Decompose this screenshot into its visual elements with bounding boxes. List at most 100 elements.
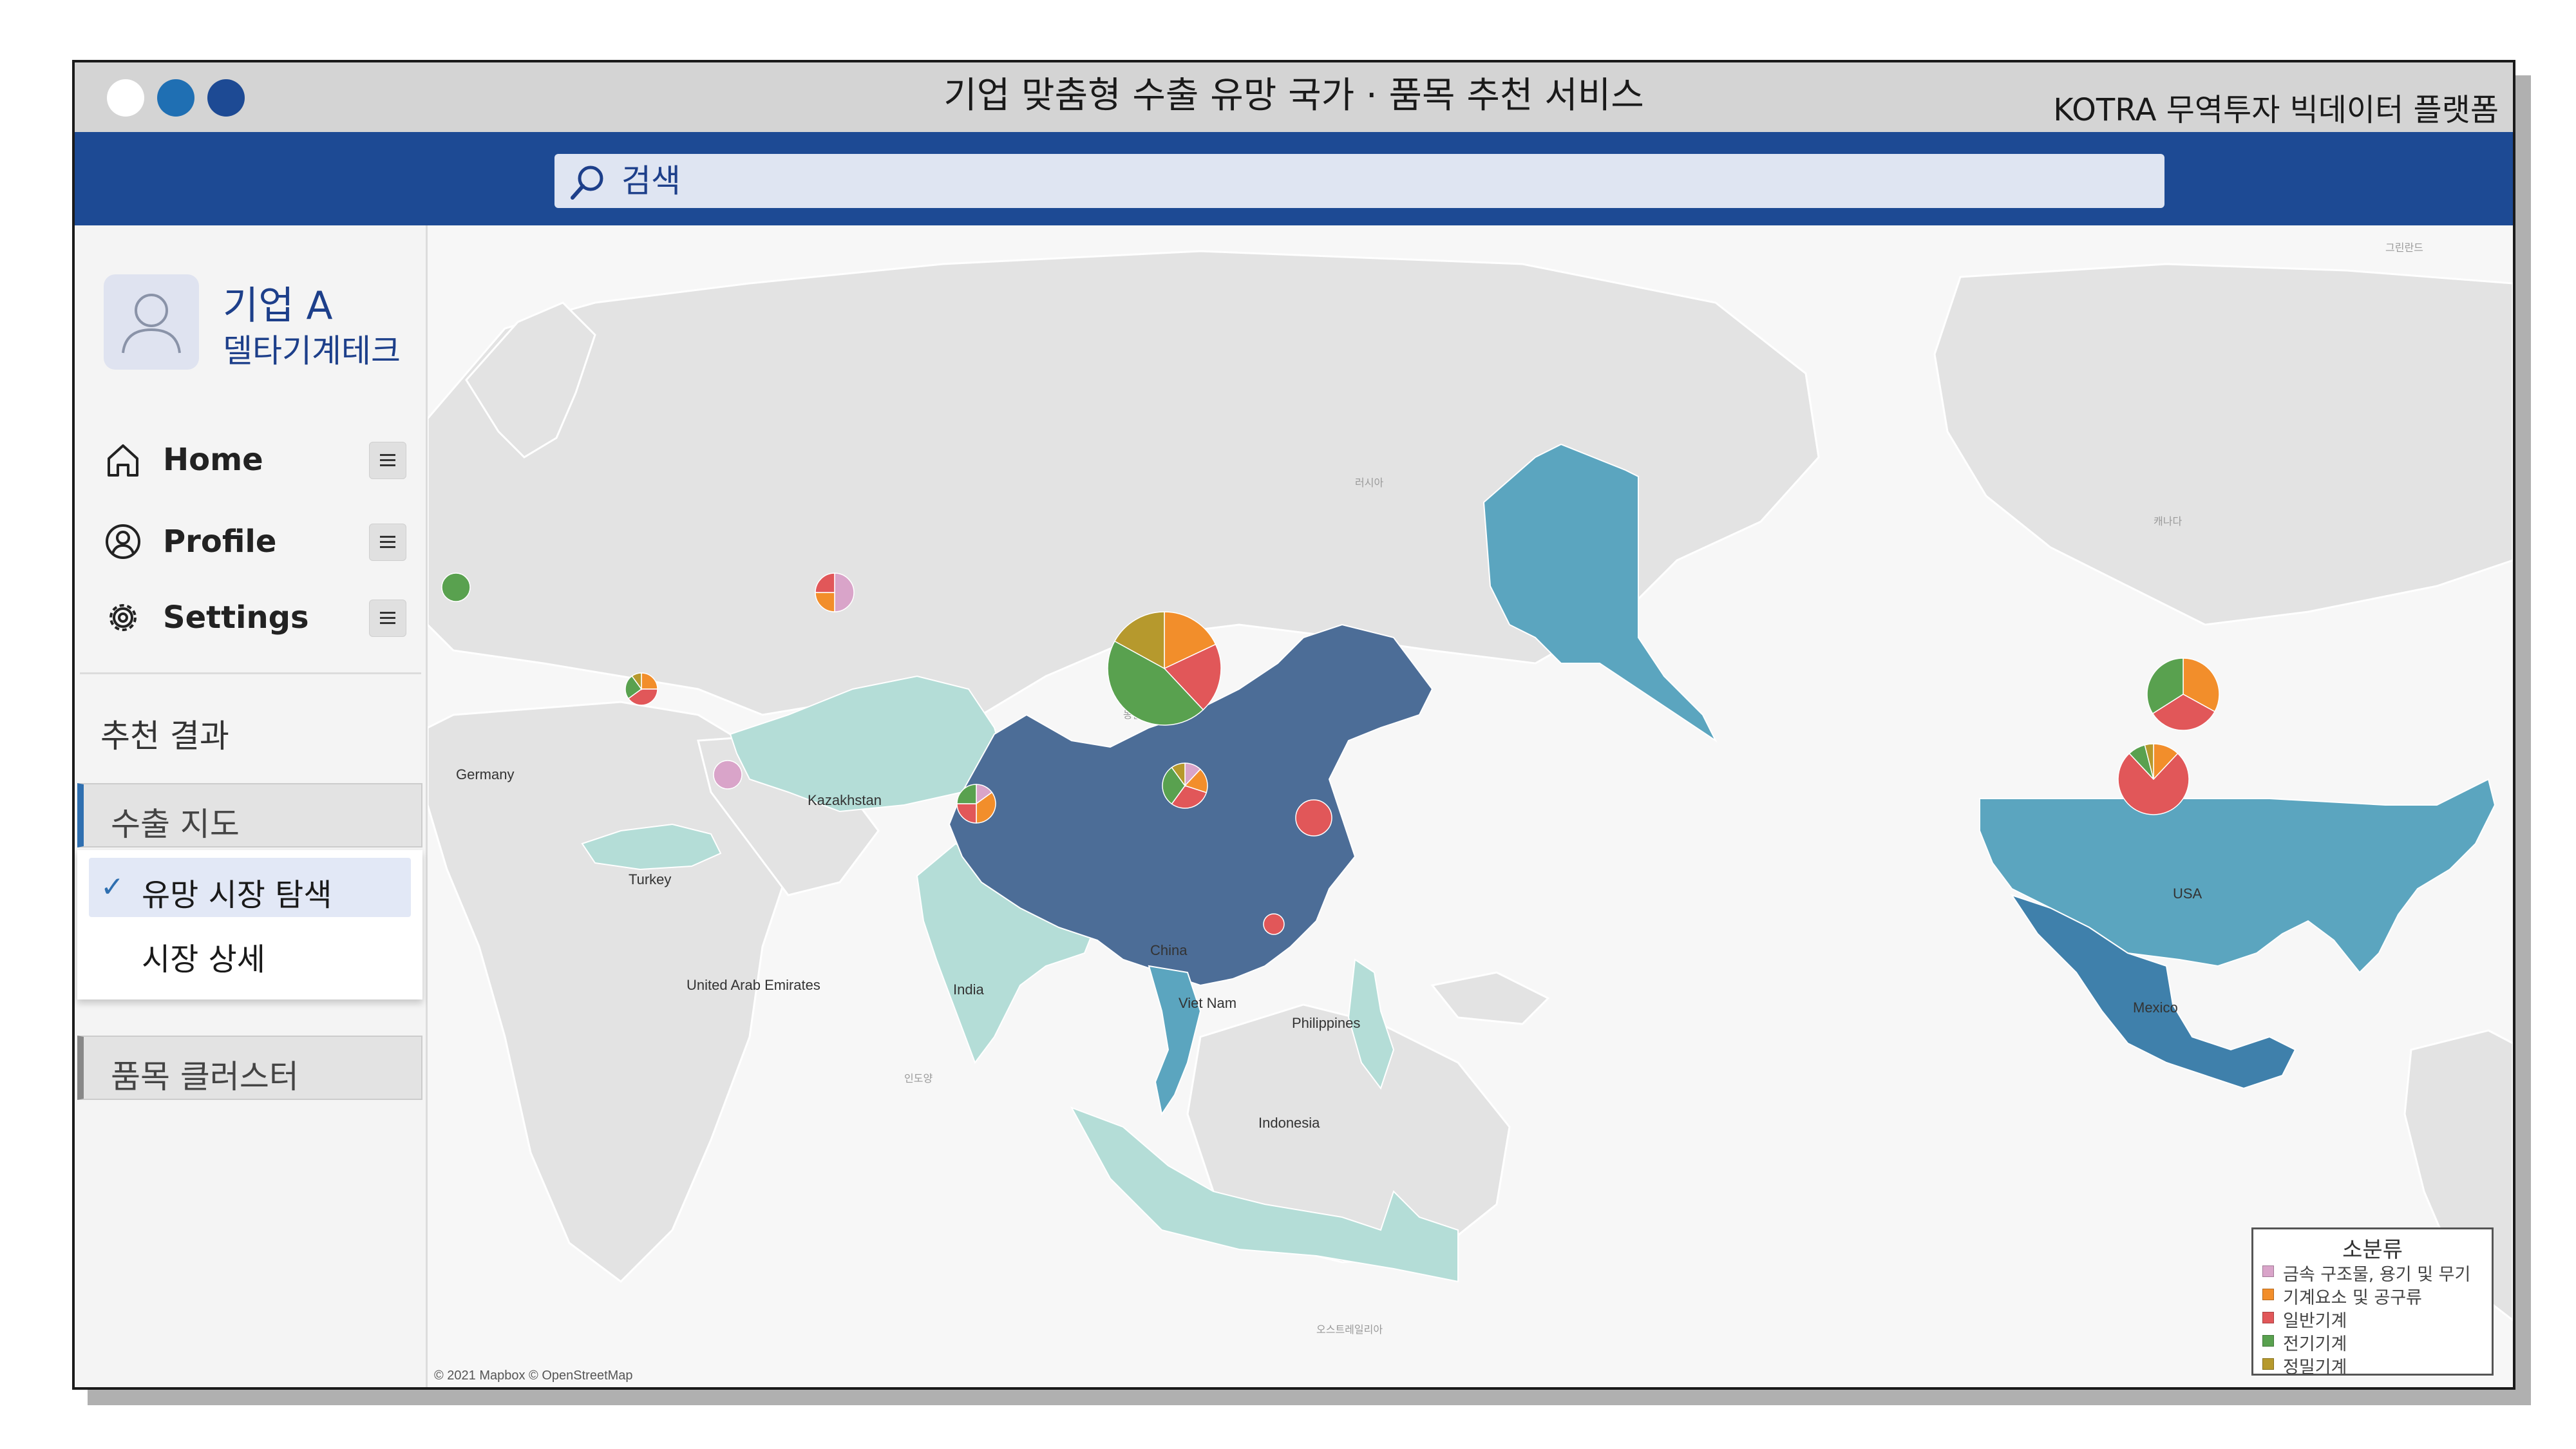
user-circle-icon — [106, 524, 140, 559]
pie-slice-turkey[interactable] — [631, 672, 642, 691]
legend-swatch — [2262, 1265, 2274, 1277]
country-label-usa: USA — [2173, 886, 2202, 902]
sidebar-divider — [80, 672, 421, 674]
geo-label-greenland: 그린란드 — [2385, 242, 2423, 254]
pie-slice-usa[interactable] — [2152, 694, 2216, 731]
app-window: 기업 맞춤형 수출 유망 국가 · 품목 추천 서비스 KOTRA 무역투자 빅… — [72, 60, 2515, 1390]
legend: 소분류 금속 구조물, 용기 및 무기 기계요소 및 공구류 일반기계 전기기계… — [2251, 1227, 2494, 1378]
pie-slice-turkey[interactable] — [625, 675, 643, 699]
country-label-china: China — [1150, 942, 1188, 958]
pie-slice-indonesia[interactable] — [1263, 913, 1285, 935]
submenu-item-label: 시장 상세 — [142, 942, 265, 978]
window-minimize-control[interactable] — [157, 79, 194, 117]
nav-item-home[interactable]: Home — [104, 433, 406, 484]
pie-slice-china[interactable] — [1163, 643, 1222, 711]
menu-icon[interactable] — [369, 524, 406, 561]
tab-export-map[interactable]: 수출 지도 — [77, 783, 422, 848]
country-label-philippines: Philippines — [1292, 1015, 1360, 1031]
user-icon — [122, 294, 181, 354]
search-input[interactable] — [621, 154, 2141, 208]
submenu-item-market-explore[interactable]: ✓ 유망 시장 탐색 — [89, 858, 411, 917]
pie-slice-usa[interactable] — [2183, 658, 2220, 712]
country-viet-nam[interactable] — [1148, 965, 1202, 1116]
window-maximize-control[interactable] — [207, 79, 245, 117]
search-icon — [571, 166, 603, 200]
menu-icon[interactable] — [369, 442, 406, 479]
country-label-viet-nam: Viet Nam — [1179, 995, 1236, 1011]
pie-slice-turkey[interactable] — [641, 672, 658, 690]
country-label-germany: Germany — [456, 766, 514, 782]
pie-slice-viet-nam[interactable] — [1184, 768, 1208, 793]
results-heading: 추천 결과 — [100, 717, 229, 755]
legend-swatch — [2262, 1335, 2274, 1347]
pie-slice-china[interactable] — [1107, 640, 1204, 726]
legend-swatch — [2262, 1312, 2274, 1323]
geo-label-canada: 캐나다 — [2154, 515, 2182, 527]
country-label-india: India — [953, 981, 984, 998]
tab-label: 수출 지도 — [111, 806, 240, 843]
land-scandinavia — [465, 301, 596, 459]
country-label-mexico: Mexico — [2133, 999, 2178, 1016]
pie-slice-china[interactable] — [1113, 611, 1165, 670]
pie-slice-viet-nam[interactable] — [1171, 762, 1186, 788]
pie-markers — [441, 573, 2220, 935]
country-label-united-arab-emirates: United Arab Emirates — [687, 977, 820, 993]
pie-slice-turkey[interactable] — [627, 688, 658, 706]
pie-slice-mexico[interactable] — [2117, 752, 2190, 815]
pie-slice-kazakhstan[interactable] — [815, 592, 835, 612]
nav-item-settings[interactable]: Settings — [104, 591, 406, 642]
export-map-submenu: ✓ 유망 시장 탐색 시장 상세 — [77, 850, 422, 999]
window-close-control[interactable] — [107, 79, 144, 117]
country-label-indonesia: Indonesia — [1258, 1115, 1320, 1131]
pie-slice-usa[interactable] — [2146, 658, 2184, 715]
country-label-kazakhstan: Kazakhstan — [808, 792, 882, 808]
export-map[interactable]: 그린란드 러시아 캐나다 몽골 인도양 오스트레일리아 Germany Kaza… — [428, 225, 2513, 1387]
land-canada-greenland — [1933, 263, 2513, 626]
pie-slice-germany[interactable] — [441, 573, 471, 602]
land-new-guinea — [1430, 971, 1550, 1025]
company-name: 기업 A — [223, 283, 333, 328]
pie-slice-philippines[interactable] — [1295, 799, 1332, 837]
world-map[interactable]: 그린란드 러시아 캐나다 몽골 인도양 오스트레일리아 Germany Kaza… — [428, 225, 2513, 1387]
country-turkey[interactable] — [581, 823, 722, 871]
legend-label: 기계요소 및 공구류 — [2283, 1288, 2422, 1308]
pie-slice-india[interactable] — [956, 784, 977, 804]
title-bar: 기업 맞춤형 수출 유망 국가 · 품목 추천 서비스 KOTRA 무역투자 빅… — [75, 62, 2513, 132]
home-icon — [108, 444, 138, 477]
legend-label: 금속 구조물, 용기 및 무기 — [2283, 1265, 2471, 1285]
legend-title: 소분류 — [2342, 1237, 2403, 1263]
pie-slice-viet-nam[interactable] — [1162, 766, 1186, 805]
legend-label: 전기기계 — [2283, 1334, 2347, 1354]
country-philippines[interactable] — [1347, 958, 1395, 1090]
pie-slice-mexico[interactable] — [2144, 743, 2154, 780]
nav-item-label: Home — [163, 442, 263, 478]
nav-item-label: Profile — [163, 524, 277, 560]
pie-slice-india[interactable] — [976, 791, 996, 824]
pie-slice-india[interactable] — [956, 803, 977, 824]
legend-label: 일반기계 — [2283, 1311, 2347, 1331]
legend-swatch — [2262, 1289, 2274, 1300]
country-mexico[interactable] — [2010, 894, 2297, 1090]
country-alaska[interactable] — [1482, 443, 1718, 743]
pie-slice-china[interactable] — [1164, 611, 1217, 670]
company-subtitle: 델타기계테크 — [223, 332, 401, 370]
legend-swatch — [2262, 1358, 2274, 1370]
land-europe-asia-north — [428, 250, 1820, 716]
tab-item-cluster[interactable]: 품목 클러스터 — [77, 1036, 422, 1100]
pie-slice-kazakhstan[interactable] — [834, 573, 855, 612]
geo-label-australia: 오스트레일리아 — [1316, 1323, 1383, 1336]
country-label-turkey: Turkey — [629, 871, 671, 887]
country-indonesia[interactable] — [1070, 1106, 1459, 1283]
menu-icon[interactable] — [369, 600, 406, 637]
app-title: 기업 맞춤형 수출 유망 국가 · 품목 추천 서비스 — [943, 75, 1644, 117]
avatar[interactable] — [104, 274, 199, 370]
pie-slice-viet-nam[interactable] — [1171, 785, 1208, 809]
search-box[interactable] — [554, 154, 2164, 208]
legend-label: 정밀기계 — [2283, 1358, 2347, 1378]
submenu-item-market-detail[interactable]: 시장 상세 — [89, 922, 411, 981]
gear-icon — [109, 604, 137, 631]
geo-label-russia: 러시아 — [1355, 477, 1383, 489]
nav-item-profile[interactable]: Profile — [104, 515, 406, 566]
pie-slice-united-arab-emirates[interactable] — [713, 760, 743, 790]
pie-slice-kazakhstan[interactable] — [815, 573, 835, 593]
